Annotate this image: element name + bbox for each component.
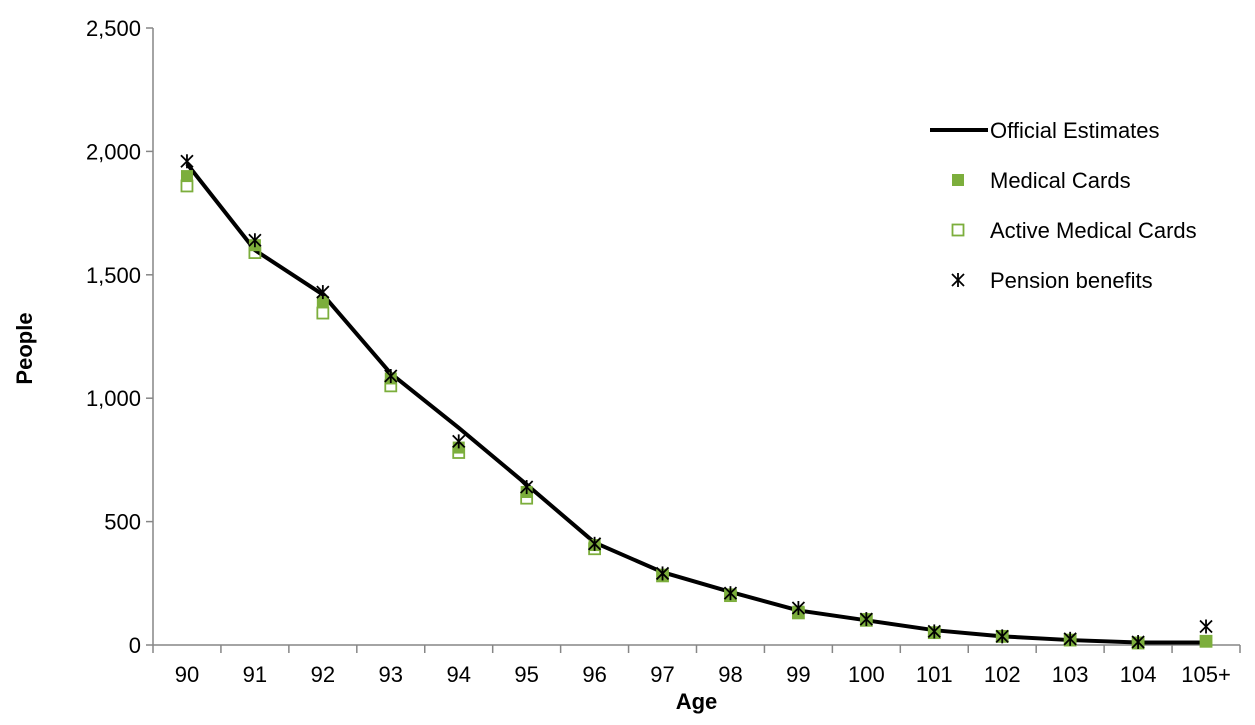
x-tick-label: 105+: [1181, 662, 1231, 687]
legend-item-active-medical-cards: Active Medical Cards: [951, 218, 1197, 243]
data-point-pension-benefits: [791, 600, 806, 615]
series-line-official-estimates: [185, 162, 1207, 645]
legend-item-official-estimates: Official Estimates: [930, 118, 1160, 143]
series-pension-benefits: [180, 154, 1213, 650]
x-tick-label: 92: [311, 662, 335, 687]
y-tick-label: 1,000: [86, 386, 141, 411]
series-official-estimates: [185, 162, 1207, 645]
data-point-pension-benefits: [384, 368, 398, 383]
legend-swatch-medical-cards: [952, 174, 964, 186]
data-point-medical-cards: [1200, 635, 1213, 648]
y-tick-label: 2,500: [86, 16, 141, 41]
series-layer: [180, 154, 1213, 650]
data-point-medical-cards: [180, 170, 193, 183]
legend-item-medical-cards: Medical Cards: [952, 168, 1131, 193]
x-tick-label: 93: [379, 662, 403, 687]
legend-swatch-pension-benefits: [951, 273, 965, 287]
x-tick-label: 91: [243, 662, 267, 687]
x-tick-label: 100: [848, 662, 885, 687]
data-point-pension-benefits: [723, 586, 738, 601]
data-point-pension-benefits: [248, 233, 262, 248]
x-tick-label: 101: [916, 662, 953, 687]
legend-item-pension-benefits: Pension benefits: [951, 268, 1153, 293]
data-point-pension-benefits: [1131, 635, 1145, 650]
x-tick-label: 102: [984, 662, 1021, 687]
legend-label-pension-benefits: Pension benefits: [990, 268, 1153, 293]
x-tick-label: 97: [650, 662, 674, 687]
data-point-pension-benefits: [1199, 619, 1213, 634]
x-tick-label: 99: [786, 662, 810, 687]
legend-label-medical-cards: Medical Cards: [990, 168, 1131, 193]
data-point-pension-benefits: [316, 285, 330, 300]
data-point-active-medical-cards: [316, 306, 330, 320]
y-axis-title: People: [12, 312, 37, 384]
legend: Official Estimates Medical Cards Active Me…: [930, 118, 1197, 293]
x-tick-label: 98: [718, 662, 742, 687]
y-tick-label: 2,000: [86, 139, 141, 164]
legend-swatch-active-medical-cards: [951, 223, 965, 237]
data-point-pension-benefits: [927, 624, 941, 639]
x-tick-label: 103: [1052, 662, 1089, 687]
data-point-pension-benefits: [520, 480, 534, 495]
x-axis-title: Age: [676, 689, 718, 714]
data-point-pension-benefits: [995, 629, 1009, 644]
data-point-pension-benefits: [180, 154, 194, 169]
data-point-pension-benefits: [655, 566, 670, 581]
data-point-active-medical-cards: [180, 179, 194, 193]
data-point-pension-benefits: [587, 536, 602, 551]
legend-label-official-estimates: Official Estimates: [990, 118, 1160, 143]
legend-label-active-medical-cards: Active Medical Cards: [990, 218, 1197, 243]
data-point-medical-cards: [316, 295, 329, 308]
data-point-pension-benefits: [452, 434, 466, 449]
series-active-medical-cards: [180, 179, 1213, 650]
x-tick-label: 90: [175, 662, 199, 687]
y-tick-label: 1,500: [86, 263, 141, 288]
y-tick-label: 500: [104, 510, 141, 535]
x-tick-label: 95: [514, 662, 538, 687]
x-tick-label: 96: [582, 662, 606, 687]
axes: 0 500 1,000 1,500 2,000 2,500 90 91 92 93 94 95 96 97…: [12, 16, 1241, 714]
y-tick-label: 0: [129, 633, 141, 658]
x-tick-label: 104: [1120, 662, 1157, 687]
data-point-pension-benefits: [1063, 631, 1077, 646]
x-tick-label: 94: [446, 662, 470, 687]
data-point-pension-benefits: [859, 612, 873, 627]
